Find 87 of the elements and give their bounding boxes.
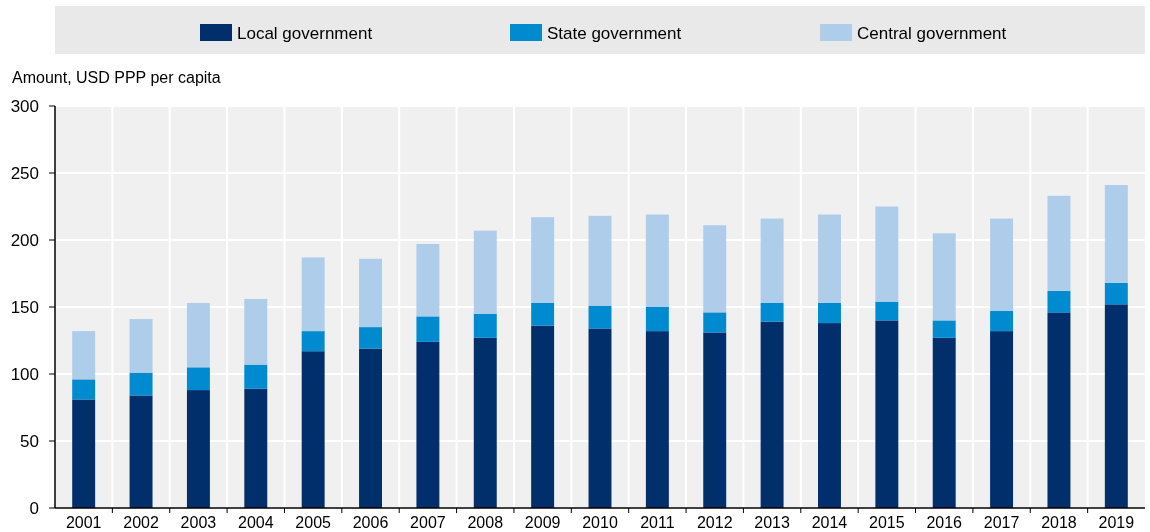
bar — [1104, 282, 1128, 305]
bar — [416, 244, 440, 317]
x-tick-label: 2017 — [983, 514, 1020, 531]
bar — [875, 301, 899, 321]
bar — [818, 214, 841, 303]
bar — [186, 302, 210, 368]
x-tick-label: 2001 — [65, 514, 102, 531]
bar — [301, 351, 325, 508]
bar — [186, 367, 210, 391]
y-tick-label: 150 — [10, 297, 39, 317]
y-tick-label: 100 — [10, 364, 39, 384]
bar — [186, 390, 210, 508]
bar — [72, 331, 96, 380]
bar — [588, 305, 612, 329]
bar — [760, 218, 784, 303]
legend-label: Central government — [857, 24, 1007, 43]
bar — [818, 302, 841, 324]
y-tick-label: 0 — [29, 498, 39, 518]
bar — [531, 325, 555, 508]
x-tick-label: 2005 — [295, 514, 332, 531]
bar — [645, 214, 669, 307]
bar — [818, 323, 841, 508]
x-tick-label: 2012 — [696, 514, 733, 531]
x-tick-label: 2019 — [1098, 514, 1135, 531]
x-tick-label: 2009 — [524, 514, 561, 531]
y-axis-title: Amount, USD PPP per capita — [12, 69, 221, 86]
x-tick-label: 2011 — [640, 514, 675, 531]
bar — [72, 399, 96, 508]
bar — [588, 328, 612, 508]
x-tick-label: 2003 — [180, 514, 217, 531]
bar — [875, 206, 899, 302]
x-tick-label: 2018 — [1041, 514, 1077, 531]
x-tick-label: 2013 — [754, 514, 790, 531]
bar — [875, 320, 899, 508]
legend-label: Local government — [237, 24, 373, 43]
bar — [1047, 195, 1071, 291]
bar — [1104, 185, 1128, 283]
y-tick-label: 50 — [20, 431, 39, 451]
bar — [531, 217, 555, 303]
bar — [416, 341, 440, 508]
bar — [645, 331, 669, 508]
legend-label: State government — [547, 24, 682, 43]
bar — [359, 348, 382, 508]
bar — [244, 364, 268, 389]
bar — [703, 312, 727, 333]
x-tick-label: 2008 — [467, 514, 504, 531]
bar — [1104, 304, 1128, 508]
bar — [990, 331, 1014, 508]
bar — [760, 321, 784, 508]
bar — [531, 302, 555, 326]
x-tick-label: 2002 — [123, 514, 159, 531]
bar — [990, 218, 1014, 312]
x-tick-label: 2007 — [410, 514, 446, 531]
y-tick-label: 250 — [10, 163, 39, 183]
bar — [588, 215, 612, 306]
bar — [72, 379, 96, 400]
bar — [932, 320, 956, 338]
bar — [473, 313, 497, 338]
x-tick-label: 2016 — [926, 514, 963, 531]
x-tick-label: 2004 — [237, 514, 274, 531]
bar — [129, 319, 153, 373]
bar — [129, 372, 153, 396]
bar — [359, 258, 382, 328]
y-tick-label: 300 — [10, 96, 39, 116]
x-tick-label: 2010 — [582, 514, 618, 531]
bar — [129, 395, 153, 508]
x-tick-label: 2006 — [352, 514, 389, 531]
bar — [990, 311, 1014, 332]
bar — [244, 388, 268, 508]
bar — [416, 316, 440, 342]
x-tick-label: 2015 — [869, 514, 905, 531]
bar — [1047, 290, 1071, 313]
bar — [473, 337, 497, 508]
bar — [932, 233, 956, 321]
bar — [359, 327, 382, 349]
bar — [703, 332, 727, 508]
bar — [760, 302, 784, 322]
bar — [301, 257, 325, 332]
bar — [645, 307, 669, 332]
bar — [244, 298, 268, 365]
bar — [1047, 312, 1071, 508]
y-tick-label: 200 — [10, 230, 39, 250]
bar — [301, 331, 325, 352]
bar — [703, 225, 727, 313]
x-tick-label: 2014 — [811, 514, 848, 531]
bar — [473, 230, 497, 314]
bar — [932, 337, 956, 508]
